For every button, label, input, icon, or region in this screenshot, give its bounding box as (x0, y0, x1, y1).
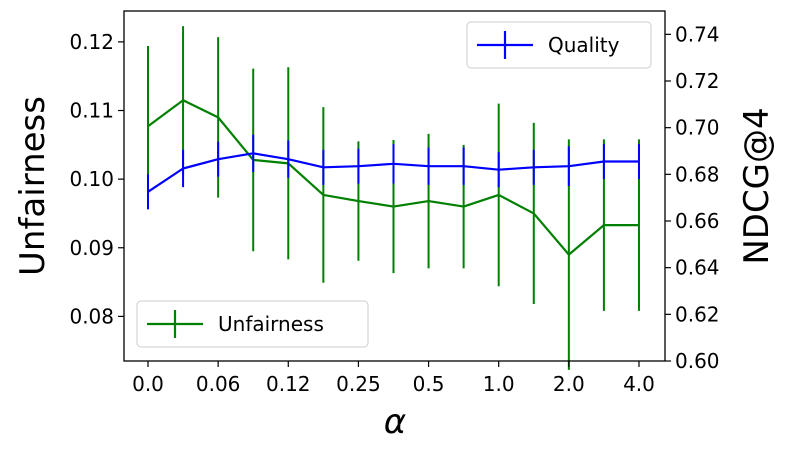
right-tick-label: 0.60 (675, 349, 720, 373)
x-tick-label: 0.06 (196, 372, 241, 396)
plot-frame (123, 10, 666, 362)
x-tick-label: 2.0 (553, 372, 585, 396)
legend-quality: Quality (466, 21, 652, 69)
x-axis: 0.0 0.06 0.12 0.25 0.5 1.0 2.0 4.0 (132, 361, 655, 396)
right-tick-label: 0.62 (675, 302, 720, 326)
legend-unfairness: Unfairness (136, 300, 369, 348)
x-tick-label: 0.0 (132, 372, 164, 396)
left-tick-label: 0.09 (69, 236, 114, 260)
x-tick-label: 0.12 (266, 372, 311, 396)
x-tick-label: 0.5 (413, 372, 445, 396)
right-tick-label: 0.70 (675, 116, 720, 140)
right-tick-label: 0.64 (675, 256, 720, 280)
right-tick-label: 0.68 (675, 162, 720, 186)
left-tick-label: 0.10 (69, 167, 114, 191)
right-tick-label: 0.74 (675, 22, 720, 46)
right-tick-label: 0.72 (675, 69, 720, 93)
legend-unfairness-frame (136, 300, 369, 348)
legend-quality-label: Quality (548, 33, 620, 57)
right-axis-title: NDCG@4 (737, 107, 777, 264)
series-line-quality (147, 152, 639, 193)
series-quality (147, 134, 640, 210)
left-tick-label: 0.08 (69, 304, 114, 328)
left-tick-label: 0.11 (69, 99, 114, 123)
x-tick-label: 1.0 (483, 372, 515, 396)
x-tick-label: 4.0 (623, 372, 655, 396)
left-axis-title: Unfairness (13, 96, 53, 276)
x-axis-title: α (384, 402, 406, 442)
plot-series-layer (147, 26, 640, 370)
x-tick-label: 0.25 (336, 372, 381, 396)
series-line-unfairness (147, 99, 639, 256)
left-tick-label: 0.12 (69, 30, 114, 54)
legend-unfairness-label: Unfairness (218, 312, 324, 336)
right-tick-label: 0.66 (675, 209, 720, 233)
legend-quality-frame (466, 21, 652, 69)
right-axis: 0.60 0.62 0.64 0.66 0.68 0.70 0.72 0.74 (665, 22, 720, 373)
left-axis: 0.08 0.09 0.10 0.11 0.12 (69, 30, 124, 328)
